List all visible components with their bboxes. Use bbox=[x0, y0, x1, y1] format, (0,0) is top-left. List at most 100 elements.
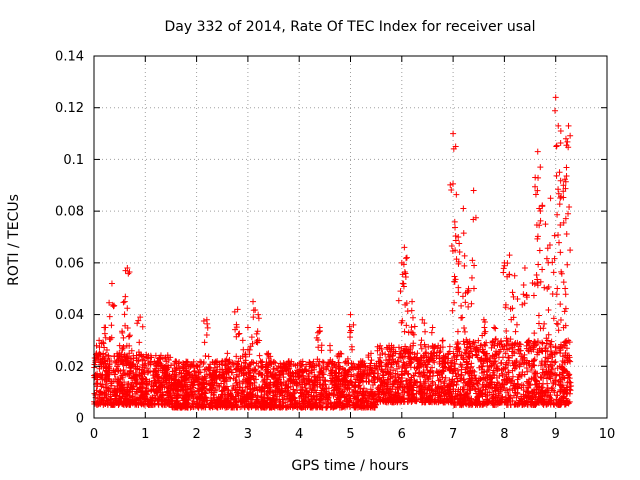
data-point bbox=[248, 391, 255, 398]
data-point bbox=[251, 379, 258, 386]
x-tick-label: 1 bbox=[141, 427, 149, 442]
data-point bbox=[325, 385, 332, 392]
data-point bbox=[248, 401, 255, 408]
data-point bbox=[155, 360, 162, 367]
data-point bbox=[280, 379, 287, 386]
data-point bbox=[364, 388, 371, 395]
data-point bbox=[350, 393, 357, 400]
data-point bbox=[201, 394, 208, 401]
data-point bbox=[241, 402, 248, 409]
data-point bbox=[318, 387, 325, 394]
data-point bbox=[248, 396, 255, 403]
y-tick-label: 0.14 bbox=[55, 50, 84, 65]
data-point bbox=[284, 392, 291, 399]
data-point bbox=[222, 395, 229, 402]
data-point bbox=[370, 392, 377, 399]
data-point bbox=[364, 371, 371, 378]
data-point bbox=[298, 393, 305, 400]
data-point bbox=[290, 386, 297, 393]
data-point bbox=[244, 395, 251, 402]
data-point bbox=[333, 399, 340, 406]
data-point bbox=[144, 388, 151, 395]
data-point bbox=[236, 373, 243, 380]
data-point bbox=[287, 383, 294, 390]
data-point bbox=[282, 404, 289, 411]
data-point bbox=[138, 367, 145, 374]
data-point bbox=[365, 404, 372, 411]
data-point bbox=[207, 371, 214, 378]
data-point bbox=[290, 390, 297, 397]
data-point bbox=[140, 401, 147, 408]
data-point bbox=[350, 360, 357, 367]
data-point bbox=[264, 395, 271, 402]
data-point bbox=[135, 402, 142, 409]
data-point bbox=[335, 395, 342, 402]
y-tick-label: 0 bbox=[76, 412, 84, 427]
data-point bbox=[346, 392, 353, 399]
data-point bbox=[367, 390, 374, 397]
data-point bbox=[199, 385, 206, 392]
data-point bbox=[94, 402, 101, 409]
data-point bbox=[200, 360, 207, 367]
data-point bbox=[259, 385, 266, 392]
data-point bbox=[369, 382, 376, 389]
data-point bbox=[327, 367, 334, 374]
data-point bbox=[311, 402, 318, 409]
y-tick-label: 0.08 bbox=[55, 205, 84, 220]
data-point bbox=[115, 387, 122, 394]
data-point bbox=[148, 354, 155, 361]
data-point bbox=[357, 388, 364, 395]
data-point bbox=[319, 370, 326, 377]
data-point bbox=[290, 403, 297, 410]
data-point bbox=[362, 367, 369, 374]
data-point bbox=[182, 386, 189, 393]
data-point bbox=[159, 394, 166, 401]
data-point bbox=[148, 398, 155, 405]
data-point bbox=[203, 401, 210, 408]
data-point bbox=[147, 358, 154, 365]
data-point bbox=[172, 358, 179, 365]
data-point bbox=[289, 397, 296, 404]
x-tick-label: 6 bbox=[398, 427, 406, 442]
data-point bbox=[229, 387, 236, 394]
data-point bbox=[342, 367, 349, 374]
data-point bbox=[138, 388, 145, 395]
data-point bbox=[310, 382, 317, 389]
data-point bbox=[179, 383, 186, 390]
data-point bbox=[279, 389, 286, 396]
y-axis-label: ROTI / TECUs bbox=[6, 194, 22, 286]
data-point bbox=[184, 358, 191, 365]
data-point bbox=[258, 394, 265, 401]
data-point bbox=[164, 352, 171, 359]
data-point bbox=[217, 394, 224, 401]
data-point bbox=[149, 394, 156, 401]
data-point bbox=[355, 382, 362, 389]
data-point bbox=[347, 378, 354, 385]
data-point bbox=[108, 380, 115, 387]
y-tick-label: 0.1 bbox=[63, 153, 84, 168]
data-point bbox=[165, 356, 172, 363]
y-tick-label: 0.12 bbox=[55, 101, 84, 116]
data-point bbox=[304, 403, 311, 410]
data-point bbox=[171, 392, 178, 399]
data-point bbox=[127, 401, 134, 408]
data-point bbox=[259, 363, 266, 370]
data-point bbox=[261, 398, 268, 405]
data-point bbox=[190, 404, 197, 411]
data-point bbox=[121, 379, 128, 386]
data-point bbox=[301, 375, 308, 382]
data-point bbox=[197, 358, 204, 365]
data-point bbox=[302, 385, 309, 392]
data-point bbox=[267, 380, 274, 387]
data-point bbox=[236, 379, 243, 386]
data-point bbox=[196, 396, 203, 403]
data-point bbox=[334, 385, 341, 392]
data-point bbox=[297, 383, 304, 390]
data-point bbox=[307, 398, 314, 405]
data-point bbox=[245, 404, 252, 411]
data-point bbox=[115, 399, 122, 406]
data-point bbox=[125, 380, 132, 387]
data-point bbox=[209, 402, 216, 409]
data-point bbox=[303, 361, 310, 368]
data-point bbox=[367, 364, 374, 371]
